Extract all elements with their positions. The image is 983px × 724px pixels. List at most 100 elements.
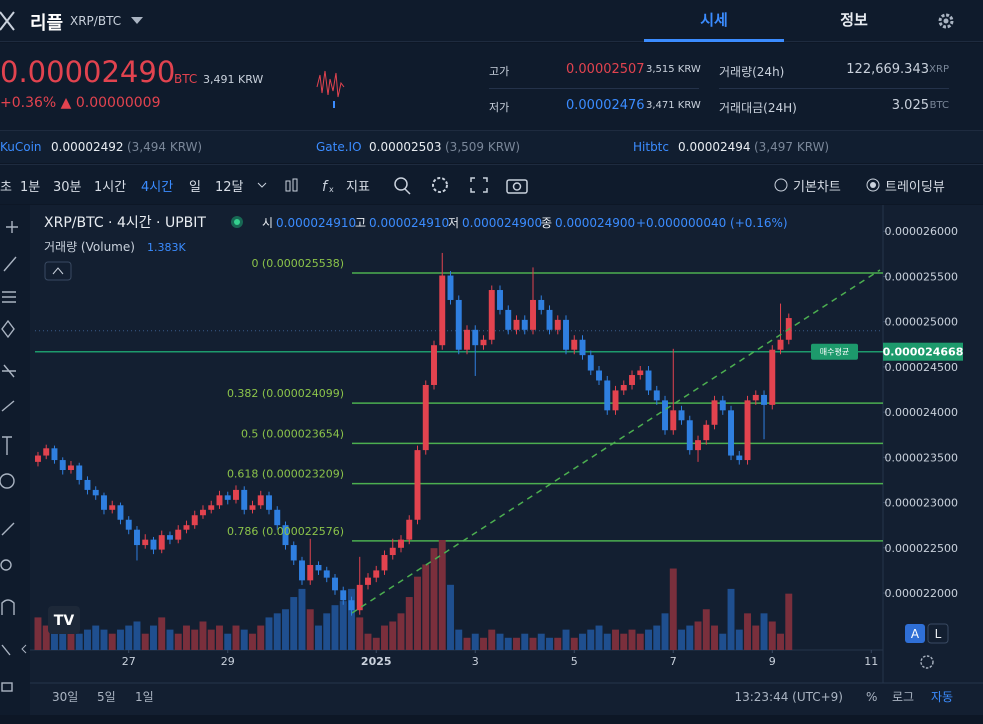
tab[interactable]: 정보 — [840, 11, 868, 29]
exchange-name[interactable]: Hitbtc — [633, 140, 669, 154]
footer-option[interactable]: % — [866, 690, 877, 704]
drawing-tools[interactable] — [0, 221, 18, 692]
candle-body — [307, 564, 314, 581]
volume-bar — [75, 633, 83, 650]
candle-body — [414, 450, 421, 520]
fib-label: 0.618 (0.000023209) — [227, 468, 344, 481]
y-tick-label: 0.000022000 — [885, 587, 958, 600]
volume-bar — [174, 633, 182, 650]
volume-bar — [381, 625, 388, 650]
interval[interactable]: 초 — [0, 180, 12, 195]
vol-unit: BTC — [929, 100, 949, 111]
range-button[interactable]: 5일 — [97, 690, 116, 704]
tv-logo-text: TV — [54, 613, 75, 629]
volume-bar — [51, 621, 58, 650]
interval[interactable]: 30분 — [53, 180, 82, 195]
y-tick-label: 0.000023000 — [885, 497, 958, 510]
interval[interactable]: 1분 — [20, 180, 41, 195]
x-tick-label: 9 — [769, 655, 776, 668]
legend-label: 저 — [448, 216, 459, 230]
volume-bar — [480, 637, 487, 650]
volume-bar — [282, 609, 289, 650]
candle-body — [381, 555, 388, 571]
candle-body — [59, 460, 66, 471]
price-krw: 3,491 KRW — [203, 73, 264, 86]
exchange-name[interactable]: Gate.IO — [316, 140, 362, 154]
scale-button-label[interactable]: A — [911, 627, 920, 641]
footer-option[interactable]: 자동 — [931, 690, 953, 704]
volume-bar — [100, 629, 108, 650]
candle-body — [68, 465, 74, 471]
interval[interactable]: 일 — [189, 180, 201, 195]
scale-button[interactable] — [905, 624, 925, 643]
stat-value: 0.00002476 — [566, 98, 645, 113]
divider — [489, 88, 699, 89]
volume-bar — [133, 621, 141, 650]
candle-body — [340, 590, 347, 601]
price-unit: BTC — [174, 72, 198, 86]
radio[interactable] — [774, 178, 788, 192]
candle-body — [134, 529, 140, 546]
candle-body — [521, 319, 528, 330]
stat-krw: 3,515 KRW — [646, 64, 701, 75]
volume-bar — [117, 629, 124, 650]
y-tick-label: 0.000022500 — [885, 542, 958, 555]
interval[interactable]: 4시간 — [141, 180, 174, 195]
volume-bar — [752, 625, 760, 650]
candle-body — [455, 299, 462, 350]
candle-body — [183, 525, 190, 530]
volume-bar — [570, 637, 578, 650]
coin-name: 리플 — [30, 13, 64, 34]
candle-body — [653, 390, 660, 401]
scroll-left[interactable] — [21, 644, 27, 654]
exchange-name[interactable]: KuCoin — [0, 140, 42, 154]
exchange-price: 0.00002494 — [678, 140, 751, 154]
fib-label: 0 (0.000025538) — [251, 257, 344, 270]
volume-bar — [463, 637, 471, 650]
x-tick-label: 7 — [670, 655, 677, 668]
clock: 13:23:44 (UTC+9) — [734, 690, 843, 704]
volume-bar — [719, 633, 727, 650]
candle-body — [158, 535, 165, 550]
candle-body — [637, 370, 644, 376]
current-price: 0.00002490 — [0, 55, 176, 89]
settings-icon[interactable] — [936, 11, 956, 31]
chart-title: XRP/BTC · 4시간 · UPBIT — [44, 215, 206, 231]
axis-settings[interactable] — [920, 655, 934, 669]
candle-body — [365, 577, 371, 585]
volume-bar — [653, 625, 661, 650]
indicator-button[interactable]: 지표 — [346, 180, 370, 195]
collapse-button[interactable] — [44, 261, 72, 281]
x-tick-label: 11 — [864, 655, 878, 668]
interval[interactable]: 12달 — [215, 180, 244, 195]
candle-body — [142, 539, 149, 546]
chart-type[interactable]: 트레이딩뷰 — [885, 180, 945, 195]
price-tag — [883, 342, 963, 361]
candle-body — [744, 400, 751, 461]
footer-option[interactable]: 로그 — [892, 690, 914, 704]
candle-body — [191, 515, 198, 526]
chart: XRP/BTC · 4시간 · UPBIT 거래량 (Volume) 1.383… — [0, 205, 983, 715]
exchange-row: KuCoin 0.00002492 (3,494 KRW) Gate.IO 0.… — [0, 130, 983, 163]
dropdown-icon[interactable] — [130, 16, 144, 26]
scale-button-label[interactable]: L — [935, 627, 942, 641]
range-button[interactable]: 30일 — [52, 690, 78, 704]
candle-body — [356, 584, 363, 611]
tv-logo — [48, 606, 80, 634]
interval[interactable]: 1시간 — [94, 180, 127, 195]
range-button[interactable]: 1일 — [135, 690, 154, 704]
volume-bar — [315, 625, 322, 650]
pair: XRP/BTC — [70, 14, 122, 28]
candle-body — [530, 299, 536, 330]
candle-body — [167, 535, 173, 540]
volume-bar — [356, 617, 364, 650]
volume-bar — [702, 609, 710, 650]
radio[interactable] — [866, 178, 880, 192]
chart-type[interactable]: 기본차트 — [793, 180, 841, 195]
toolbar-icons[interactable] — [392, 176, 532, 196]
candle-body — [505, 309, 512, 330]
scale-button[interactable] — [927, 623, 949, 644]
y-tick-label: 0.000024500 — [885, 361, 958, 374]
tab[interactable]: 시세 — [644, 0, 784, 42]
